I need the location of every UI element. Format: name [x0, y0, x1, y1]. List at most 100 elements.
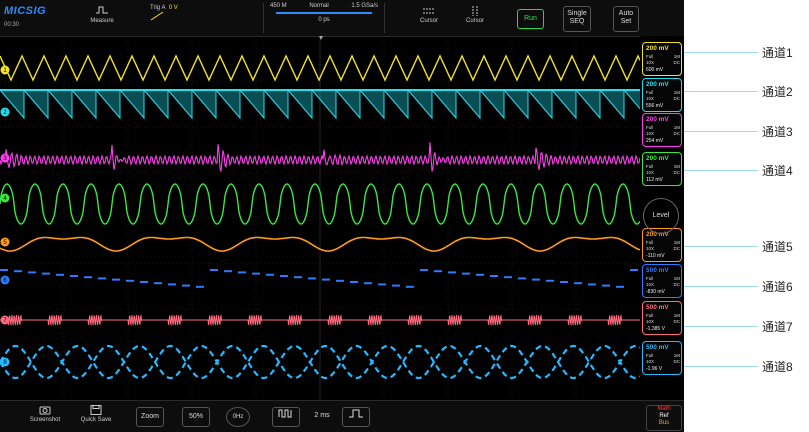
- trigger-label: Trig A: [150, 5, 166, 11]
- clock-readout: 00:30: [4, 22, 20, 28]
- channel-2-settings[interactable]: 200 mV Full 1M 10X DC 556 mV: [642, 78, 682, 112]
- callout-leader: [684, 52, 758, 53]
- quick-save-button[interactable]: Quick Save: [78, 405, 114, 423]
- cursor-h-label: Cursor: [419, 18, 438, 24]
- trace-ch2-tooth: [239, 89, 265, 120]
- ref-label: Ref: [659, 413, 669, 419]
- channel-marker-label: 1: [3, 68, 7, 74]
- channel-probe-row: 10X DC: [646, 60, 680, 65]
- trace-ch2-tooth: [623, 89, 640, 110]
- math-label: Math: [657, 406, 671, 412]
- trace-ch2-tooth: [503, 89, 529, 120]
- single-seq-button[interactable]: Single SEQ: [563, 6, 591, 32]
- oscilloscope-screen: MICSIG 00:30 Measure Trig A 0 V 450 M No…: [0, 0, 684, 432]
- trace-ch2: [0, 89, 640, 120]
- callout-label-ch4: 通道4: [762, 164, 793, 178]
- channel-probe-row: 10X DC: [646, 246, 680, 251]
- channel-coupling-row: Full 1M: [646, 313, 680, 318]
- trigger-edge-icon: [150, 11, 164, 21]
- trace-ch2-tooth: [0, 89, 25, 120]
- trace-ch2-tooth: [143, 89, 169, 120]
- acquisition-mode: Normal: [309, 3, 329, 9]
- set-label: Set: [620, 18, 632, 25]
- fifty-percent-button[interactable]: 50%: [182, 407, 210, 427]
- zero-button[interactable]: 0Hz: [226, 407, 250, 427]
- callout-leader: [684, 91, 758, 92]
- measure-button[interactable]: Measure: [82, 4, 122, 24]
- level-knob-button[interactable]: Level: [643, 198, 679, 234]
- zoom-button[interactable]: Zoom: [136, 407, 164, 427]
- math-ref-bus-button[interactable]: Math Ref Bus: [646, 405, 682, 431]
- channel-marker-label: 8: [3, 360, 7, 366]
- trace-ch2-tooth: [455, 89, 481, 120]
- trace-ch2-tooth: [23, 89, 49, 120]
- trace-ch2-tooth: [287, 89, 313, 120]
- channel-1-settings[interactable]: 200 mV Full 1M 10X DC 600 mV: [642, 42, 682, 76]
- channel-marker-6: [0, 275, 10, 285]
- trigger-value: 0 V: [168, 5, 178, 11]
- channel-traces: [0, 54, 640, 380]
- screenshot-button[interactable]: Screenshot: [28, 405, 62, 423]
- channel-marker-7: [0, 315, 10, 325]
- autoset-button[interactable]: Auto Set: [613, 6, 639, 32]
- cursor-v-button[interactable]: Cursor: [462, 6, 488, 24]
- timebase-decrease-button[interactable]: [272, 407, 300, 427]
- channel-coupling-row: Full 1M: [646, 90, 680, 95]
- time-offset: 0 ps: [318, 17, 330, 23]
- cursor-v-label: Cursor: [465, 18, 484, 24]
- channel-scale: 200 mV: [646, 155, 669, 162]
- timebase-panel[interactable]: 450 M Normal 1.5 GSa/s 0 ps: [263, 3, 385, 33]
- channel-coupling-row: Full 1M: [646, 353, 680, 358]
- callout-leader: [684, 326, 758, 327]
- waveform-display[interactable]: 1 2 3 4 5 6 7 8: [0, 36, 640, 400]
- trace-ch2-tooth: [599, 89, 625, 120]
- channel-scale: 200 mV: [646, 116, 669, 123]
- channel-probe-row: 10X DC: [646, 359, 680, 364]
- channel-scale: 500 mV: [646, 344, 669, 351]
- channel-6-settings[interactable]: 500 mV Full 1M 10X DC -830 mV: [642, 264, 682, 298]
- trace-ch4: [0, 183, 640, 225]
- quick-save-label: Quick Save: [80, 417, 112, 423]
- callout-label-ch6: 通道6: [762, 280, 793, 294]
- auto-label: Auto: [618, 10, 634, 17]
- channel-probe-row: 10X DC: [646, 96, 680, 101]
- channel-offset: 254 mV: [646, 138, 664, 144]
- channel-coupling-row: Full 1M: [646, 125, 680, 130]
- channel-coupling-row: Full 1M: [646, 240, 680, 245]
- channel-offset: -830 mV: [646, 289, 665, 295]
- channel-8-settings[interactable]: 500 mV Full 1M 10X DC -1.96 V: [642, 341, 682, 375]
- channel-offset: 556 mV: [646, 103, 664, 109]
- callout-label-ch1: 通道1: [762, 46, 793, 60]
- trace-ch2-tooth: [191, 89, 217, 120]
- trace-ch6: [0, 269, 638, 288]
- narrow-pulse-icon: [349, 409, 363, 418]
- trace-ch3: [0, 142, 640, 172]
- trace-ch2-tooth: [311, 89, 337, 120]
- callout-label-ch8: 通道8: [762, 360, 793, 374]
- bus-label: Bus: [658, 420, 670, 426]
- trace-ch8-mirror: [0, 344, 640, 380]
- channel-offset: -110 mV: [646, 253, 665, 259]
- callout-leader: [684, 366, 758, 367]
- callout-label-ch7: 通道7: [762, 320, 793, 334]
- timebase-increase-button[interactable]: [342, 407, 370, 427]
- trace-ch7: [0, 315, 640, 327]
- run-button[interactable]: Run: [517, 9, 544, 29]
- channel-3-settings[interactable]: 200 mV Full 1M 10X DC 254 mV: [642, 113, 682, 147]
- trace-ch2-tooth: [527, 89, 553, 120]
- cursor-h-button[interactable]: Cursor: [416, 6, 442, 24]
- callout-label-ch3: 通道3: [762, 125, 793, 139]
- callout-label-ch5: 通道5: [762, 240, 793, 254]
- channel-probe-row: 10X DC: [646, 319, 680, 324]
- bottom-toolbar: Screenshot Quick Save Zoom 50% 0Hz 2 ms …: [0, 400, 684, 432]
- trace-ch2-tooth: [47, 89, 73, 120]
- vertical-cursor-icon: [472, 6, 478, 16]
- trace-ch2-tooth: [479, 89, 505, 120]
- trace-ch2-tooth: [71, 89, 97, 120]
- channel-marker-4: [0, 193, 10, 203]
- channel-4-settings[interactable]: 200 mV Full 1M 10X DC 112 mV: [642, 152, 682, 186]
- trigger-panel[interactable]: Trig A 0 V: [150, 5, 190, 23]
- sample-rate: 1.5 GSa/s: [351, 3, 378, 9]
- channel-7-settings[interactable]: 500 mV Full 1M 10X DC -1.385 V: [642, 301, 682, 335]
- channel-coupling-row: Full 1M: [646, 164, 680, 169]
